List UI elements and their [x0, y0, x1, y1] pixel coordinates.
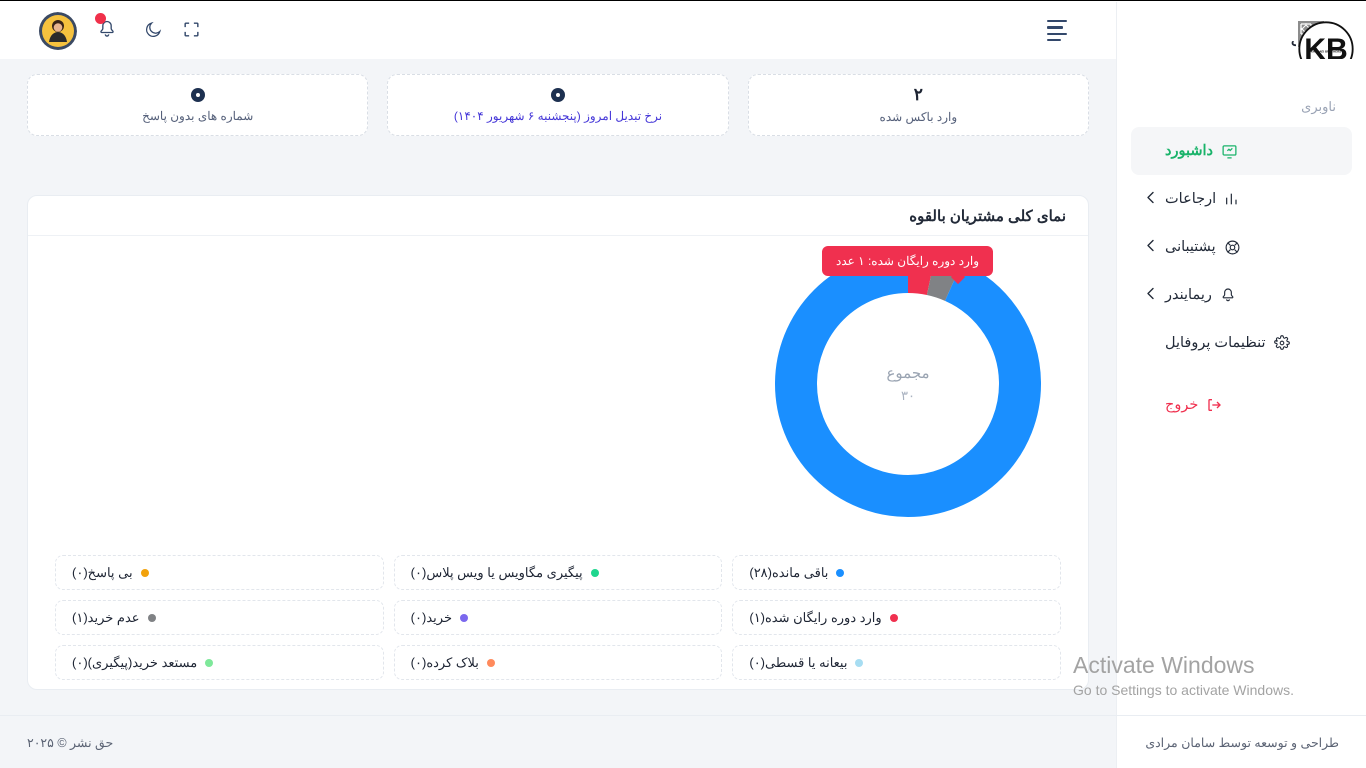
svg-text:KHODAEI BROTHERS: KHODAEI BROTHERS	[1311, 49, 1341, 53]
